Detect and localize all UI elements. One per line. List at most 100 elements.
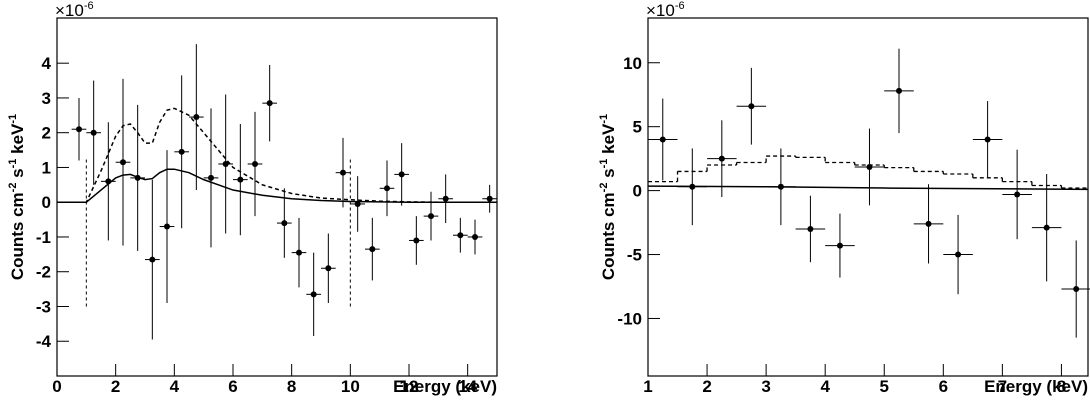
plot-frame (647, 17, 1089, 377)
y-tick-label: 10 (623, 54, 642, 73)
x-tick-label: 3 (761, 377, 770, 396)
data-point (1043, 224, 1050, 231)
data-point (896, 87, 903, 94)
data-point (748, 103, 755, 110)
x-tick-label: 2 (111, 377, 120, 396)
y-axis-label-exponent: -1 (598, 114, 610, 124)
x-tick-label: 5 (880, 377, 889, 396)
x-tick-label: 4 (820, 377, 830, 396)
data-point (955, 251, 962, 258)
x-axis-label: Energy (keV) (393, 377, 497, 396)
data-point (472, 233, 478, 240)
y-tick-label: -1 (36, 228, 51, 247)
data-point (486, 195, 493, 202)
data-point (354, 200, 361, 207)
y-tick-label: -2 (36, 263, 51, 282)
y-multiplier: ×10-6 (646, 0, 685, 20)
data-point (208, 174, 214, 181)
y-tick-label: 3 (42, 89, 51, 108)
y-axis-label-exponent: -2 (598, 183, 610, 193)
y-multiplier: ×10-6 (55, 0, 94, 20)
y-axis-label-text: keV (8, 123, 27, 159)
x-tick-label: 8 (1057, 377, 1066, 396)
y-multiplier-base: ×10 (646, 1, 675, 20)
y-tick-label: -3 (36, 297, 51, 316)
data-point (457, 232, 464, 239)
x-tick-label: 14 (458, 377, 477, 396)
data-point (178, 148, 185, 155)
data-point (76, 126, 82, 133)
data-point (1014, 191, 1021, 198)
x-tick-label: 7 (998, 377, 1007, 396)
data-point (325, 265, 332, 272)
y-tick-label: 0 (633, 182, 642, 201)
y-axis-label-exponent: -1 (598, 159, 610, 169)
data-point (428, 213, 434, 220)
x-tick-label: 1 (643, 377, 652, 396)
data-point (413, 237, 420, 244)
x-axis-label: Energy (keV) (984, 377, 1088, 396)
data-point (134, 174, 141, 181)
data-point (281, 220, 288, 227)
x-tick-label: 4 (170, 377, 180, 396)
y-tick-label: -4 (36, 332, 52, 351)
data-point (310, 291, 317, 298)
y-axis-label-exponent: -1 (7, 159, 19, 169)
y-axis-label-text: keV (599, 123, 618, 159)
data-point (659, 136, 666, 143)
y-multiplier-base: ×10 (55, 1, 84, 20)
y-tick-label: -10 (617, 309, 642, 328)
data-point (105, 178, 112, 185)
model-curve (647, 185, 1089, 191)
data-point (807, 225, 814, 232)
y-axis-label-exponent: -1 (7, 114, 19, 124)
x-tick-label: 6 (939, 377, 948, 396)
y-axis-label-text: Counts cm (599, 192, 618, 280)
data-point (866, 163, 873, 170)
data-point (442, 195, 449, 202)
y-tick-label: 1 (42, 158, 51, 177)
data-point (120, 159, 126, 166)
data-point (718, 155, 725, 162)
y-axis-label: Counts cm-2 s-1 keV-1 (7, 114, 27, 280)
y-axis-label-text: s (599, 168, 618, 182)
y-axis-label-text: s (8, 168, 27, 182)
data-point (222, 160, 229, 167)
x-tick-label: 8 (287, 377, 296, 396)
panel: 1 2 3 4 5 6 7 8 -10 -5 0 5 10 Energy (keV) Counts cm-2… (598, 0, 1090, 396)
data-point (149, 256, 156, 263)
x-tick-label: 10 (341, 377, 360, 396)
data-point (296, 249, 302, 256)
data-point (1073, 286, 1080, 293)
data-point (266, 100, 273, 107)
data-point (836, 242, 843, 249)
data-point (369, 246, 376, 253)
y-axis-label-text: Counts cm (8, 192, 27, 280)
y-tick-label: 4 (42, 54, 52, 73)
plot-frame (56, 17, 498, 377)
data-point (925, 220, 932, 227)
data-point (777, 183, 784, 190)
data-point (689, 183, 696, 190)
data-point (164, 223, 170, 230)
data-point (237, 176, 244, 183)
data-point (984, 136, 991, 143)
y-tick-label: -5 (627, 246, 642, 265)
x-tick-label: 6 (228, 377, 237, 396)
x-tick-label: 0 (52, 377, 61, 396)
data-point (193, 114, 200, 121)
y-axis-label: Counts cm-2 s-1 keV-1 (598, 114, 618, 280)
x-tick-label: 2 (702, 377, 711, 396)
y-multiplier-exponent: -6 (675, 0, 685, 12)
y-tick-label: 2 (42, 124, 51, 143)
data-point (340, 169, 346, 176)
data-point (398, 171, 405, 178)
y-tick-label: 0 (42, 193, 51, 212)
y-tick-label: 5 (633, 118, 642, 137)
data-point (252, 160, 258, 167)
y-axis-label-exponent: -2 (7, 183, 19, 193)
x-tick-label: 12 (400, 377, 419, 396)
y-multiplier-exponent: -6 (84, 0, 94, 12)
